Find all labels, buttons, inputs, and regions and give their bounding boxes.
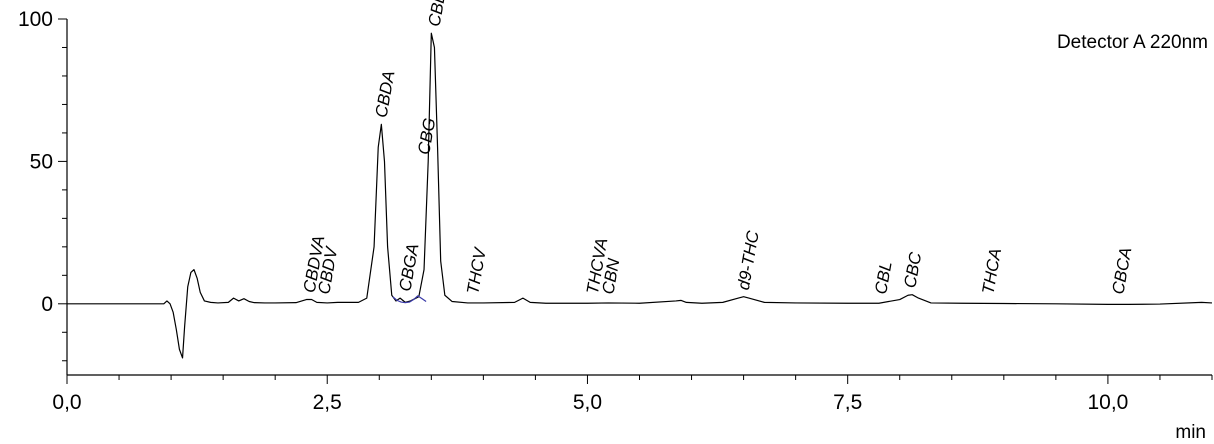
axes	[66, 19, 1212, 376]
peak-label: CBDA	[372, 69, 399, 119]
peak-label: CBC	[900, 250, 925, 289]
x-tick-label: 0,0	[52, 391, 81, 414]
integration-baseline	[392, 295, 427, 304]
x-tick-label: 5,0	[573, 391, 602, 414]
peak-label: THCV	[463, 245, 490, 296]
x-axis-unit-label: min	[1175, 422, 1206, 443]
peak-label: CBGA	[396, 242, 423, 293]
peak-label: CBCA	[1109, 246, 1136, 296]
peak-label: CBL	[871, 260, 895, 296]
series-layer	[67, 32, 1213, 359]
detector-label: Detector A 220nm	[1057, 32, 1208, 53]
x-tick-label: 10,0	[1087, 391, 1128, 414]
y-tick-label: 50	[30, 150, 53, 173]
tick-marks	[58, 18, 1213, 384]
peak-label: d9-THC	[734, 229, 763, 292]
y-tick-label: 0	[41, 293, 53, 316]
y-tick-label: 100	[18, 8, 53, 31]
tick-labels: 0,0 2,5 5,0 7,5 10,0 0 50 100	[18, 8, 1128, 414]
chromatogram-trace	[67, 32, 1213, 359]
x-tick-label: 7,5	[833, 391, 862, 414]
peak-label: THCA	[978, 247, 1005, 296]
x-tick-label: 2,5	[313, 391, 342, 414]
peak-label: CBD	[425, 0, 450, 28]
peak-label: CBG	[414, 117, 439, 157]
